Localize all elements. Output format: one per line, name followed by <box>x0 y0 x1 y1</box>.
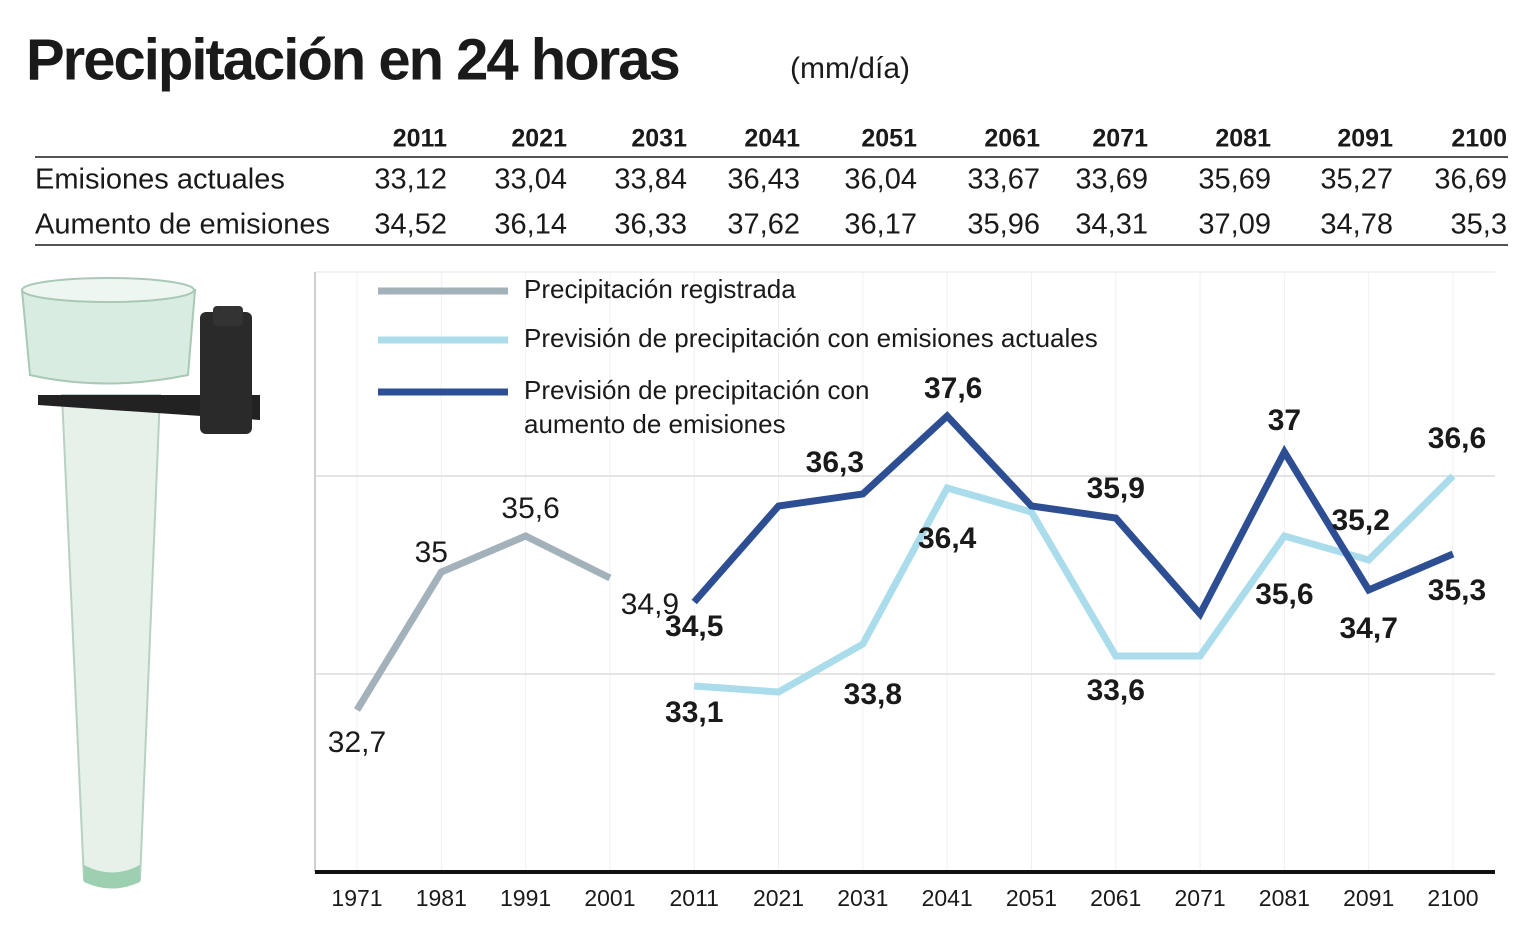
row-label: Emisiones actuales <box>35 164 285 196</box>
subtitle: (mm/día) <box>790 52 910 85</box>
series-line <box>693 473 1456 696</box>
table-cell: 36,33 <box>614 209 687 241</box>
rain-gauge-icon <box>20 277 260 889</box>
data-label: 33,8 <box>844 678 902 711</box>
data-label: 36,6 <box>1428 422 1486 455</box>
data-label: 32,7 <box>328 726 386 759</box>
x-tick-label: 2061 <box>1090 885 1141 911</box>
table-cell: 33,04 <box>494 164 567 196</box>
x-tick-label: 2031 <box>837 885 888 911</box>
legend-label: Previsión de precipitación con emisiones… <box>524 323 1098 353</box>
table-cell: 34,78 <box>1320 209 1393 241</box>
table-header: 2091 <box>1337 125 1393 153</box>
table-cell: 36,14 <box>494 209 567 241</box>
x-tick-label: 2081 <box>1259 885 1310 911</box>
table-cell: 35,69 <box>1198 164 1271 196</box>
table-cell: 36,04 <box>844 164 917 196</box>
data-label: 34,7 <box>1339 612 1397 645</box>
table-cell: 37,62 <box>727 209 800 241</box>
data-label: 33,1 <box>665 696 723 729</box>
table-cell: 33,69 <box>1075 164 1148 196</box>
x-tick-label: 2100 <box>1427 885 1478 911</box>
data-label: 33,6 <box>1087 674 1145 707</box>
table-header: 2031 <box>631 125 687 153</box>
table-cell: 35,3 <box>1451 209 1507 241</box>
table-cell: 36,69 <box>1434 164 1507 196</box>
table-header: 2100 <box>1451 125 1507 153</box>
table-header: 2011 <box>393 125 447 153</box>
data-label: 37,6 <box>924 372 982 405</box>
table-header: 2041 <box>744 125 800 153</box>
row-label: Aumento de emisiones <box>35 209 330 241</box>
x-tick-label: 2001 <box>584 885 635 911</box>
data-label: 34,5 <box>665 610 723 643</box>
x-tick-label: 2051 <box>1006 885 1057 911</box>
series-line <box>691 411 1455 621</box>
chart: 1971 1981 1991 2001 2011 2021 2031 2041 2051 2061… <box>314 271 1495 911</box>
series-line <box>354 532 612 712</box>
table-header: 2071 <box>1092 125 1148 153</box>
data-label: 34,9 <box>621 588 679 621</box>
table-cell: 35,96 <box>967 209 1040 241</box>
data-label: 35,9 <box>1087 472 1145 505</box>
table-header: 2061 <box>984 125 1040 153</box>
data-label: 37 <box>1268 404 1301 437</box>
table-cell: 34,52 <box>374 209 447 241</box>
table-cell: 35,27 <box>1320 164 1393 196</box>
table-cell: 36,43 <box>727 164 800 196</box>
x-tick-label: 2021 <box>753 885 804 911</box>
x-tick-label: 2091 <box>1343 885 1394 911</box>
table-header: 2021 <box>511 125 567 153</box>
title: Precipitación en 24 horas <box>26 27 679 92</box>
data-label: 35 <box>415 536 448 569</box>
data-label: 35,2 <box>1331 504 1389 537</box>
table-cell: 33,12 <box>374 164 447 196</box>
x-tick-label: 2041 <box>922 885 973 911</box>
x-tick-label: 2071 <box>1174 885 1225 911</box>
data-label: 35,6 <box>1255 578 1313 611</box>
x-tick-label: 1991 <box>500 885 551 911</box>
legend-label: Previsión de precipitación con aumento de… <box>524 375 869 439</box>
data-label: 36,4 <box>918 522 977 555</box>
table-header: 2051 <box>861 125 917 153</box>
x-tick-label: 2011 <box>669 885 718 911</box>
legend-label: Precipitación registrada <box>524 274 796 304</box>
table-header: 2081 <box>1215 125 1271 153</box>
table-cell: 37,09 <box>1198 209 1271 241</box>
table-cell: 34,31 <box>1075 209 1148 241</box>
data-label: 35,6 <box>501 492 559 525</box>
table-cell: 33,84 <box>614 164 687 196</box>
data-label: 36,3 <box>806 446 864 479</box>
table-cell: 33,67 <box>967 164 1040 196</box>
x-tick-label: 1971 <box>331 885 382 911</box>
data-label: 35,3 <box>1428 574 1486 607</box>
table: 2011 2021 2031 2041 2051 2061 2071 2081 2091 2100… <box>35 125 1507 241</box>
x-tick-label: 1981 <box>416 885 467 911</box>
table-cell: 36,17 <box>844 209 917 241</box>
